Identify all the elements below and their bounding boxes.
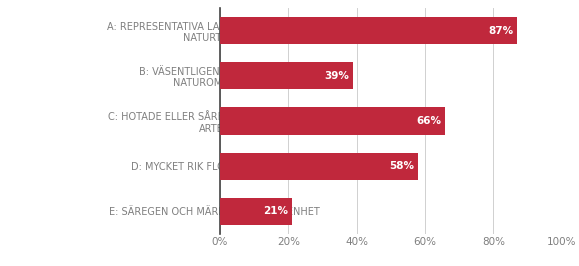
Bar	[220, 198, 292, 225]
Text: 66%: 66%	[416, 116, 441, 126]
Text: 87%: 87%	[488, 26, 513, 36]
Bar	[220, 153, 418, 180]
Bar	[220, 17, 517, 44]
Text: 58%: 58%	[389, 161, 414, 171]
Text: 39%: 39%	[324, 71, 349, 81]
Bar	[220, 107, 445, 135]
Text: 21%: 21%	[263, 206, 288, 217]
Bar	[220, 62, 353, 89]
